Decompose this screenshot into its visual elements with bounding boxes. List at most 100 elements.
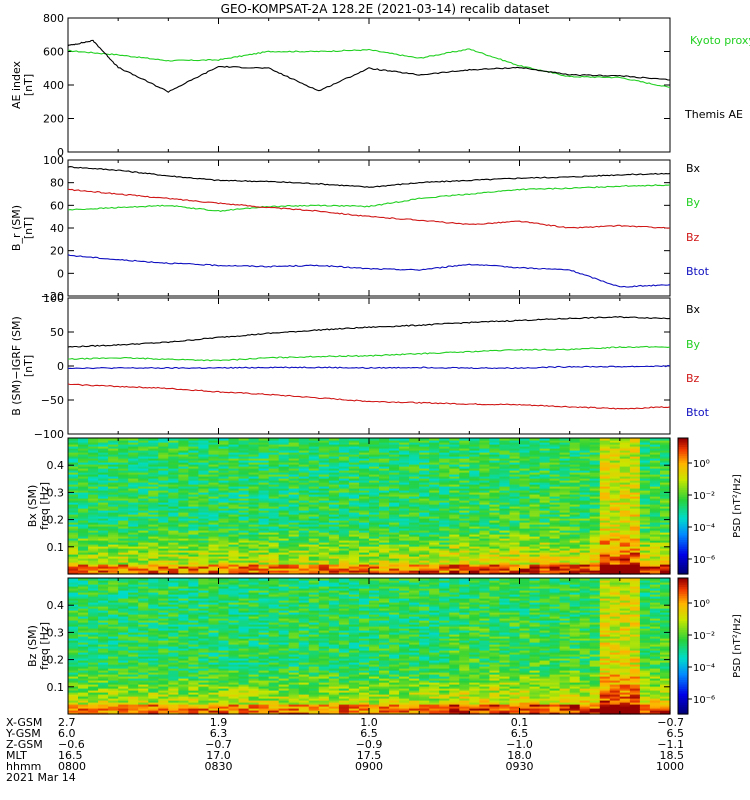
spectrogram-cell [479,472,490,475]
spectrogram-cell [238,482,250,485]
spectrogram-cell [409,488,420,491]
spectrogram-cell [308,476,320,479]
spectrogram-cell [288,452,300,455]
spectrogram-cell [158,472,169,475]
spectrogram-cell [88,594,99,597]
spectrogram-cell [108,552,119,555]
spectrogram-cell [108,696,119,699]
spectrogram-cell [649,488,661,491]
spectrogram-cell [479,568,490,571]
y-tick-label: 40 [50,222,64,235]
spectrogram-cell [318,482,330,485]
spectrogram-cell [248,560,260,563]
spectrogram-cell [128,522,139,525]
spectrogram-cell [479,548,490,551]
spectrogram-cell [208,494,220,497]
spectrogram-cell [228,470,240,473]
spectrogram-cell [459,538,470,541]
spectrogram-cell [108,538,119,541]
spectrogram-cell [389,450,400,453]
spectrogram-cell [499,492,510,495]
spectrogram-cell [148,696,159,699]
spectrogram-cell [599,564,611,567]
spectrogram-cell [609,556,621,559]
spectrogram-cell [148,528,159,531]
spectrogram-cell [459,550,470,553]
colorbar-cell [678,501,688,505]
spectrogram-cell [148,688,159,691]
spectrogram-cell [198,538,209,541]
spectrogram-cell [258,492,270,495]
spectrogram-cell [198,536,209,539]
spectrogram-cell [619,542,631,545]
spectrogram-cell [529,506,541,509]
spectrogram-cell [98,614,109,617]
spectrogram-cell [449,548,460,551]
spectrogram-cell [128,532,139,535]
spectrogram-cell [98,584,109,587]
spectrogram-cell [138,492,149,495]
spectrogram-cell [660,530,671,533]
spectrogram-cell [409,530,420,533]
spectrogram-cell [599,446,611,449]
spectrogram-cell [539,544,551,547]
spectrogram-cell [649,500,661,503]
spectrogram-cell [549,524,561,527]
spectrogram-cell [218,470,230,473]
spectrogram-cell [399,482,410,485]
spectrogram-cell [549,568,561,571]
spectrogram-cell [549,476,561,479]
spectrogram-cell [409,562,420,565]
spectrogram-cell [519,446,531,449]
spectrogram-cell [208,500,220,503]
spectrogram-cell [308,462,320,465]
spectrogram-cell [288,562,300,565]
spectrogram-cell [78,702,89,705]
spectrogram-cell [148,670,159,673]
spectrogram-cell [68,702,79,705]
spectrogram-cell [519,552,531,555]
spectrogram-cell [389,468,400,471]
spectrogram-cell [419,478,430,481]
spectrogram-cell [68,638,79,641]
spectrogram-cell [68,504,79,507]
spectrogram-cell [148,466,159,469]
spectrogram-cell [88,556,99,559]
spectrogram-cell [399,498,410,501]
colorbar-cell [678,462,688,466]
spectrogram-cell [78,654,89,657]
spectrogram-cell [228,552,240,555]
spectrogram-cell [78,480,89,483]
spectrogram-cell [328,456,340,459]
spectrogram-cell [78,502,89,505]
spectrogram-cell [559,476,571,479]
spectrogram-cell [218,540,230,543]
spectrogram-cell [328,462,340,465]
spectrogram-cell [389,532,400,535]
spectrogram-cell [138,602,149,605]
spectrogram-cell [118,556,129,559]
spectrogram-cell [108,602,119,605]
spectrogram-cell [439,460,450,463]
spectrogram-cell [78,620,89,623]
spectrogram-cell [609,464,621,467]
spectrogram-cell [138,612,149,615]
spectrogram-cell [288,462,300,465]
spectrogram-cell [78,590,89,593]
spectrogram-cell [338,500,350,503]
spectrogram-cell [399,512,410,515]
spectrogram-cell [359,518,370,521]
colorbar-cell [678,555,688,559]
spectrogram-cell [589,536,601,539]
series-line-btot [67,254,671,288]
spectrogram-cell [88,660,99,663]
spectrogram-cell [619,486,631,489]
spectrogram-cell [68,554,79,557]
spectrogram-cell [639,438,651,441]
spectrogram-cell [118,510,129,513]
spectrogram-cell [369,476,380,479]
spectrogram-cell [489,524,500,527]
spectrogram-cell [98,524,109,527]
spectrogram-cell [148,620,159,623]
spectrogram-cell [419,500,430,503]
